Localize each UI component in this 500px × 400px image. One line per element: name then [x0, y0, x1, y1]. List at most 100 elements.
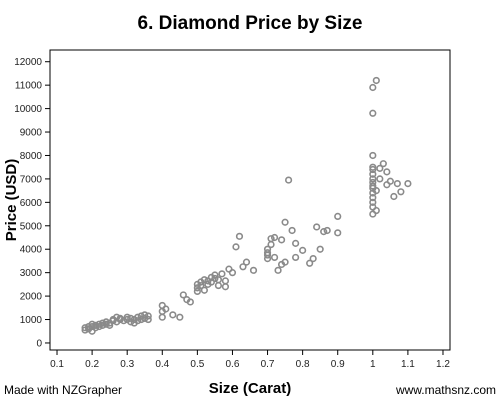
data-point: [281, 258, 289, 266]
data-point: [372, 76, 380, 85]
data-point: [176, 313, 184, 321]
plot-area: [49, 49, 451, 351]
data-point: [81, 324, 89, 332]
x-tick-label: 0.7: [261, 359, 275, 370]
x-tick-label: 1: [370, 359, 376, 370]
data-point: [197, 281, 205, 290]
y-tick-label: 8000: [20, 151, 43, 162]
y-tick-label: 11000: [15, 81, 43, 92]
data-point: [274, 266, 282, 274]
data-point: [127, 314, 135, 322]
data-point: [369, 170, 377, 178]
data-point: [313, 223, 321, 231]
y-axis: 0 1000 2000 3000 4000 5000 6000 7000 8000 9000 100…: [14, 57, 50, 349]
data-point: [316, 245, 324, 253]
data-point: [376, 164, 384, 172]
y-tick-label: 12000: [14, 57, 42, 68]
data-point: [214, 281, 223, 290]
data-point: [228, 269, 237, 277]
data-point: [249, 266, 258, 274]
data-point: [334, 212, 342, 221]
data-point: [323, 226, 331, 235]
data-point: [242, 258, 251, 266]
data-point: [376, 175, 384, 183]
data-point: [144, 315, 152, 324]
chart-title: 6. Diamond Price by Size: [138, 13, 363, 34]
data-point: [320, 228, 328, 236]
data-point: [369, 151, 377, 160]
y-tick-label: 6000: [20, 198, 43, 209]
data-point: [239, 263, 247, 271]
x-axis-label: Size (Carat): [209, 380, 292, 397]
data-point: [144, 312, 152, 320]
data-point: [369, 165, 377, 174]
data-point: [267, 235, 275, 243]
data-point: [263, 249, 272, 257]
data-point: [221, 277, 230, 285]
footer-website: www.mathsnz.com: [395, 383, 496, 397]
data-point: [284, 176, 293, 184]
data-point: [141, 311, 149, 319]
data-point: [372, 206, 380, 215]
y-tick-label: 0: [36, 338, 42, 349]
data-point: [263, 245, 272, 253]
footer-credit: Made with NZGrapher: [4, 383, 122, 397]
data-point: [369, 175, 377, 183]
data-point: [270, 253, 279, 262]
data-point: [158, 313, 166, 321]
data-point: [106, 321, 114, 329]
x-tick-label: 0.9: [331, 359, 345, 370]
data-point: [267, 240, 275, 249]
data-point: [235, 232, 244, 240]
data-point: [299, 246, 307, 254]
data-point: [288, 226, 296, 235]
data-point: [186, 298, 194, 306]
x-tick-label: 0.6: [226, 359, 240, 370]
data-point: [372, 187, 380, 195]
data-point: [369, 109, 377, 117]
data-point: [369, 163, 377, 171]
data-point: [390, 192, 398, 201]
data-point: [369, 182, 377, 190]
data-points: [81, 76, 412, 335]
x-axis: 0.1 0.2 0.3 0.4 0.5 0.6 0.7 0.8 0.9 1 1.1 1.2: [50, 350, 450, 370]
data-point: [397, 188, 405, 196]
data-point: [102, 320, 110, 328]
x-tick-label: 0.8: [296, 359, 310, 370]
data-point: [383, 168, 391, 176]
data-point: [369, 178, 377, 187]
y-tick-label: 4000: [20, 245, 43, 256]
data-point: [221, 283, 230, 291]
data-point: [99, 319, 107, 327]
data-point: [200, 276, 208, 284]
y-tick-label: 5000: [20, 221, 43, 232]
data-point: [292, 239, 300, 247]
y-tick-label: 9000: [20, 128, 43, 139]
x-tick-label: 0.3: [120, 359, 134, 370]
data-point: [309, 254, 317, 263]
x-tick-label: 1.1: [401, 359, 415, 370]
data-point: [179, 291, 187, 299]
data-point: [386, 177, 394, 185]
x-tick-label: 0.5: [190, 359, 204, 370]
data-point: [292, 253, 300, 262]
data-point: [270, 233, 279, 242]
x-tick-label: 0.4: [155, 359, 169, 370]
data-point: [393, 179, 401, 188]
data-point: [334, 229, 342, 237]
data-point: [123, 313, 131, 321]
data-point: [369, 194, 377, 202]
data-point: [369, 83, 377, 92]
data-point: [193, 287, 201, 296]
data-point: [92, 321, 100, 329]
data-point: [162, 305, 170, 313]
data-point: [281, 218, 289, 226]
x-tick-label: 0.1: [50, 359, 64, 370]
data-point: [277, 236, 286, 244]
y-tick-label: 1000: [20, 315, 43, 326]
y-tick-label: 10000: [14, 104, 42, 115]
data-point: [306, 259, 314, 267]
data-point: [379, 160, 387, 168]
data-point: [200, 286, 208, 294]
